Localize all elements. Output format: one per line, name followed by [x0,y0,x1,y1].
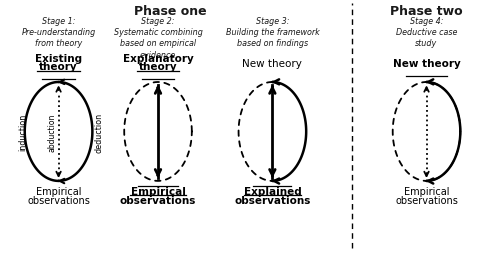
Text: abduction: abduction [48,113,56,151]
Text: Explanatory: Explanatory [122,54,194,64]
Text: Empirical: Empirical [36,186,82,196]
Text: Stage 4:
Deductive case
study: Stage 4: Deductive case study [396,17,457,48]
Text: Phase one: Phase one [134,5,207,18]
Text: Empirical: Empirical [130,186,186,196]
Text: theory: theory [40,62,78,72]
Text: Explained: Explained [244,186,302,196]
Text: observations: observations [234,195,310,205]
Text: Phase two: Phase two [390,5,463,18]
Text: New theory: New theory [392,59,460,69]
Text: Existing: Existing [35,54,82,64]
Text: Stage 1:
Pre-understanding
from theory: Stage 1: Pre-understanding from theory [22,17,96,48]
Text: observations: observations [395,195,458,205]
Text: Stage 3:
Building the framework
based on findings: Stage 3: Building the framework based on… [226,17,320,48]
Text: New theory: New theory [242,59,302,69]
Text: Stage 2:
Systematic combining
based on empirical
evidence: Stage 2: Systematic combining based on e… [114,17,202,59]
Text: induction: induction [18,113,27,150]
Text: deduction: deduction [94,112,104,152]
Text: Empirical: Empirical [404,186,450,196]
Text: observations: observations [27,195,90,205]
Text: theory: theory [138,62,177,72]
Text: observations: observations [120,195,196,205]
